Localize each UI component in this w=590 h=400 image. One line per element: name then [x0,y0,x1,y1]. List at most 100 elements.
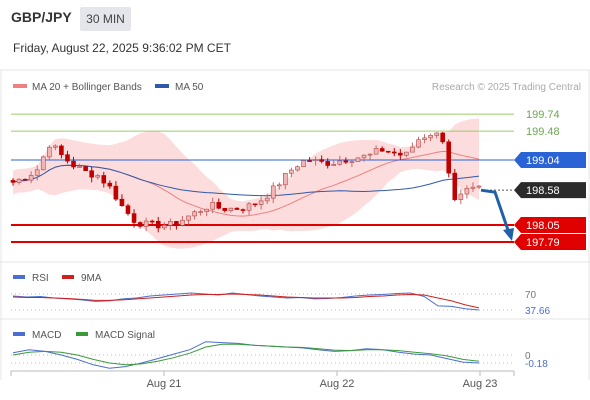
candle-down [10,180,16,183]
candle-up [28,174,34,181]
candle-up [77,166,82,168]
macd-panel: 0-0.18 [11,341,548,370]
candle-down [216,202,222,209]
candle-up [161,225,167,229]
candle-down [240,209,246,211]
candle-down [65,154,70,162]
price-levels [11,113,514,243]
macd-level-label: -0.18 [525,359,548,370]
candle-up [434,132,439,136]
forecast-arrow [480,188,514,241]
candle-up [349,161,355,163]
ma50-line [12,164,480,197]
candle-up [367,153,373,156]
candle-up [361,154,367,159]
candle-down [113,185,119,200]
candle-down [149,220,155,223]
legend-macd-label: MACD [32,330,61,341]
candle-up [16,178,22,183]
candle-down [307,160,312,162]
macd-signal-line [12,343,480,366]
candle-up [410,146,415,153]
candle-down [174,221,179,226]
candle-up [258,200,264,205]
candle-up [198,211,203,213]
pivot-label-box [514,152,586,168]
candle-down [343,160,349,163]
candle-down [440,132,445,143]
timeframe-badge[interactable]: 30 MIN [80,7,131,31]
candle-up [180,219,185,226]
candle-down [137,222,143,227]
candle-up [168,221,173,226]
candle-down [222,207,228,211]
candle-down [83,166,88,172]
candle-up [283,172,288,186]
resistance-label: 199.74 [526,109,560,121]
x-tick-label: Aug 21 [147,378,182,390]
macd-level-label: 0 [525,351,531,362]
legend-macd-signal-label: MACD Signal [95,330,155,341]
candle-down [119,198,125,207]
candle-up [95,175,101,178]
candle-up [47,146,52,158]
candle-up [428,135,433,139]
legend-macd-signal-swatch [76,332,88,336]
candle-up [458,193,464,200]
candle-down [325,161,331,166]
candle-up [464,188,470,195]
bollinger-band-fill [13,118,479,249]
candle-up [40,156,46,171]
candle-down [385,150,391,153]
candle-down [155,220,161,229]
symbol-title: GBP/JPY [11,9,72,25]
pivot-label: 199.04 [526,155,560,167]
candle-down [398,152,403,156]
legend-rsi-ma-label: 9MA [81,273,102,284]
x-tick-label: Aug 22 [320,378,355,390]
rsi-panel: 70 37.66 [11,290,550,317]
research-credit: Research © 2025 Trading Central [432,82,581,93]
candle-down [71,160,76,168]
rsi-line [12,292,480,311]
candle-down [59,145,64,155]
support-label: 198.05 [526,220,560,232]
candle-up [270,185,276,199]
legend-rsi-ma-swatch [62,275,74,279]
candle-up [355,157,361,162]
bollinger-band [13,118,479,249]
candle-up [404,151,409,156]
candle-up [295,166,300,171]
candle-down [319,159,324,162]
candle-down [101,175,107,184]
candle-up [246,203,252,211]
candle-down [379,148,385,152]
candle-down [22,178,28,181]
candle-down [446,141,452,174]
candle-up [337,160,343,165]
resistance-label: 199.48 [526,126,560,138]
candle-down [234,207,240,210]
support-label-box [514,216,586,233]
candle-up [276,184,282,187]
candle-up [373,148,379,155]
rsi-ma-line [12,293,480,309]
candle-down [252,203,258,206]
candle-up [476,185,482,188]
candle-up [228,207,234,211]
candle-up [204,208,209,212]
legend-macd-swatch [13,332,25,336]
datetime-label: Friday, August 22, 2025 9:36:02 PM CET [13,41,231,55]
price-level-labels: 199.74 199.48 199.04 198.58 198.05 197.79 [514,109,586,250]
candle-up [210,202,216,210]
forecast-arrow-shaft [480,188,511,234]
legend-ma50-label: MA 50 [175,82,204,93]
last-price-label: 198.58 [526,185,560,197]
rsi-level-label: 37.66 [525,306,550,317]
support-label: 197.79 [526,237,560,249]
legend-ma20-label: MA 20 + Bollinger Bands [32,82,142,93]
legend-ma50-swatch [155,84,169,88]
last-price-box [514,182,586,199]
